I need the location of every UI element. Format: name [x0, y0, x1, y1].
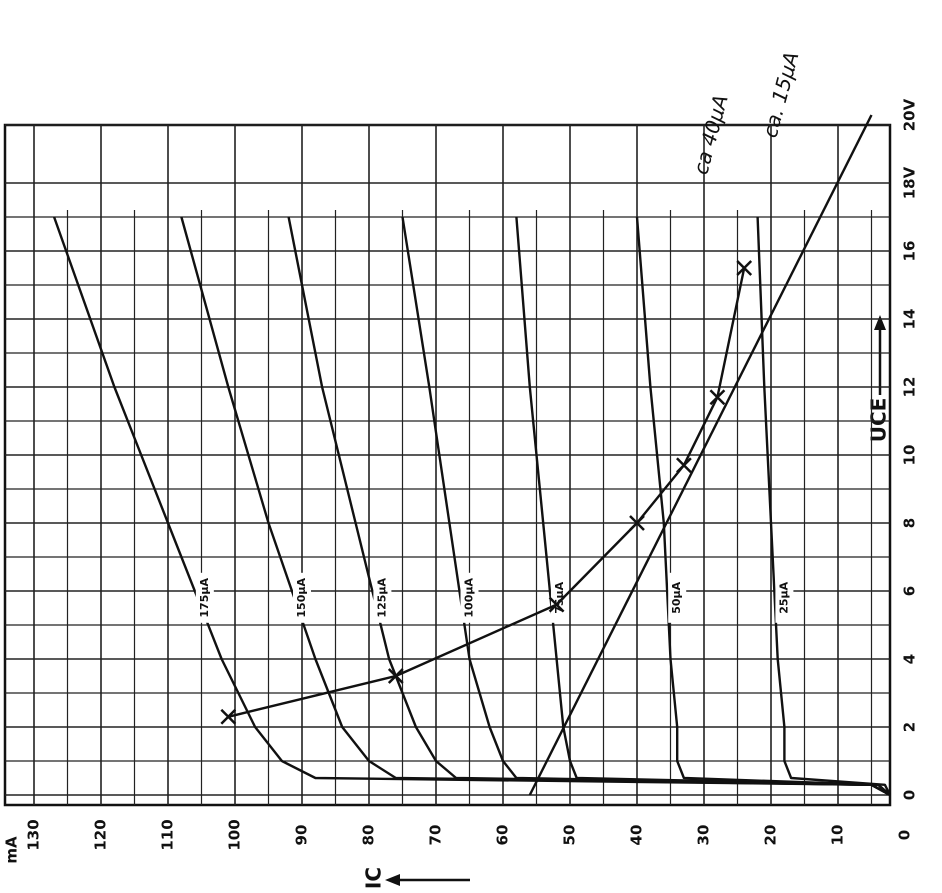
curve-label: 100µA	[463, 578, 476, 618]
curve	[228, 268, 744, 717]
y-tick-label: 50	[561, 825, 579, 846]
curve	[289, 217, 890, 795]
curve	[54, 217, 890, 795]
curve	[403, 217, 891, 795]
x-tick-label: 0	[901, 790, 919, 800]
y-tick-label: 120	[92, 819, 110, 850]
x-tick-label: 2	[901, 722, 919, 732]
x-axis-label: UCE	[867, 398, 891, 443]
y-tick-label: 30	[695, 825, 713, 846]
x-tick-label: 16	[901, 241, 919, 262]
y-tick-label: 60	[494, 825, 512, 846]
x-tick-label: 20V	[901, 98, 919, 131]
cross-marker	[677, 458, 691, 472]
y-tick-label: 90	[293, 825, 311, 846]
x-arrow-head	[874, 315, 886, 330]
y-tick-label: 0	[896, 830, 914, 840]
y-axis-label: IC	[362, 867, 386, 889]
y-unit: mA	[3, 836, 21, 864]
curve-label: 125µA	[375, 578, 388, 618]
curve-label: 175µA	[198, 578, 211, 618]
y-tick-label: 10	[829, 825, 847, 846]
y-tick-label: 40	[628, 825, 646, 846]
y-tick-label: 100	[226, 819, 244, 850]
y-arrow-head	[385, 874, 400, 886]
x-tick-label: 4	[901, 654, 919, 664]
chart: UCE IC mA 010203040506070809010011012013…	[0, 0, 942, 893]
x-tick-label: 6	[901, 586, 919, 596]
annotation: ca 40µA	[688, 92, 732, 177]
y-tick-label: 70	[427, 825, 445, 846]
y-tick-label: 80	[360, 825, 378, 846]
curve-label: 150µA	[295, 578, 308, 618]
x-tick-label: 18V	[901, 166, 919, 199]
y-tick-label: 110	[159, 819, 177, 850]
y-tick-label: 20	[762, 825, 780, 846]
x-tick-label: 12	[901, 377, 919, 398]
x-tick-label: 14	[901, 309, 919, 330]
y-tick-label: 130	[25, 819, 43, 850]
curve-label: 25µA	[777, 581, 790, 613]
x-tick-label: 8	[901, 518, 919, 528]
curve-label: 50µA	[670, 581, 683, 613]
annotation: ca. 15µA	[758, 49, 804, 140]
x-tick-label: 10	[901, 445, 919, 466]
